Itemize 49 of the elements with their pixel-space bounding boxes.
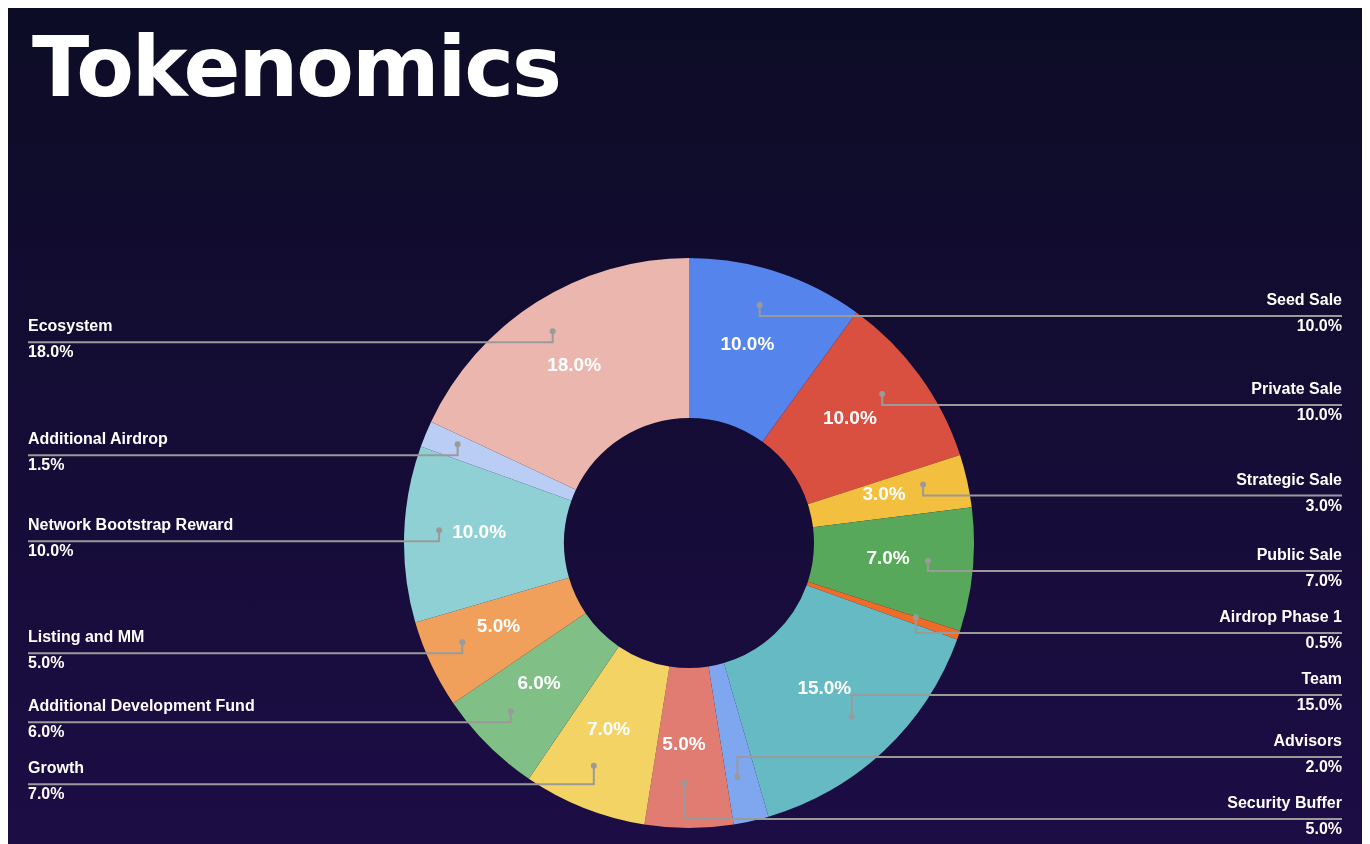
data-label: 3.0%: [1305, 496, 1342, 514]
data-label: 7.0%: [1305, 572, 1342, 589]
donut-slice: [644, 666, 734, 828]
data-label: 10.0%: [28, 542, 74, 560]
slice-label: Team: [1301, 670, 1342, 687]
text: 5.0%: [662, 732, 706, 754]
donut-slice: [723, 585, 958, 817]
slice-label: Additional Airdrop: [28, 430, 169, 448]
donut-slice: [806, 581, 961, 640]
slice-label: Listing and MM: [28, 628, 145, 646]
slice-label: Advisors: [1273, 732, 1343, 749]
text: 5.0%: [476, 614, 521, 636]
slice-label: Additional Development Fund: [28, 697, 255, 715]
slice-label: Private Sale: [1251, 379, 1343, 397]
text: 10.0%: [720, 332, 775, 354]
donut-slice: [807, 507, 974, 632]
data-label: 15.0%: [1296, 696, 1342, 713]
data-label: 1.5%: [28, 456, 65, 474]
data-label: 0.5%: [1305, 634, 1342, 651]
slice-label: Seed Sale: [1266, 290, 1343, 308]
slice-label: Security Buffer: [1227, 794, 1342, 811]
slice-label: Strategic Sale: [1236, 470, 1343, 488]
slice-label: Growth: [28, 759, 84, 777]
text: 6.0%: [517, 672, 561, 694]
text: 3.0%: [862, 482, 906, 504]
donut-slice: [415, 577, 586, 704]
slice-label: Public Sale: [1256, 546, 1343, 563]
data-label: 7.0%: [28, 785, 65, 803]
donut-slice: [807, 454, 972, 528]
data-label: 10.0%: [1296, 316, 1342, 334]
data-label: 5.0%: [28, 654, 65, 672]
data-label: 5.0%: [1305, 820, 1342, 837]
text: 18.0%: [547, 354, 602, 376]
text: 10.0%: [822, 407, 877, 428]
donut-slice: [420, 421, 576, 501]
text: 7.0%: [586, 718, 631, 740]
data-label: 10.0%: [1296, 405, 1342, 423]
donut-slice: [431, 258, 689, 490]
donut-slice: [708, 663, 769, 825]
data-label: 2.0%: [1305, 758, 1342, 775]
text: 7.0%: [866, 546, 910, 568]
slice-label: Airdrop Phase 1: [1219, 608, 1343, 625]
chart-title: Tokenomics: [32, 18, 561, 116]
slice-label: Network Bootstrap Reward: [28, 516, 234, 534]
text: 10.0%: [452, 521, 507, 543]
data-label: 6.0%: [28, 723, 65, 741]
text: 15.0%: [797, 676, 852, 698]
data-label: 18.0%: [28, 343, 74, 361]
slice-label: Ecosystem: [28, 317, 113, 335]
